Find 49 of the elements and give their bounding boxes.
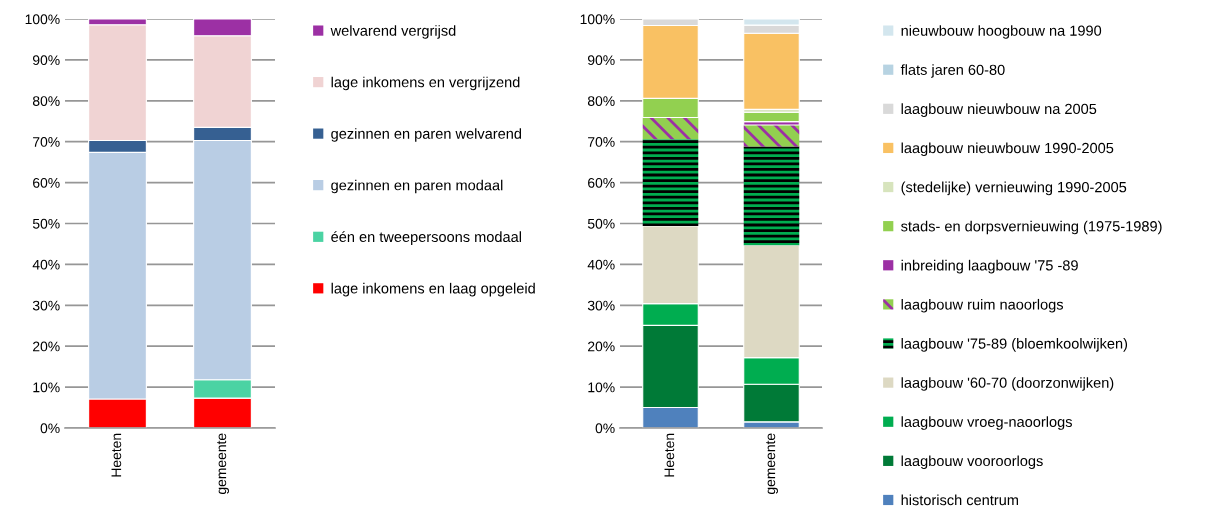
y-tick-label: 80% [32, 96, 60, 106]
y-tick-label: 70% [588, 137, 615, 147]
y-tick-label: 60% [588, 177, 615, 188]
y-tick-label: 50% [32, 218, 60, 229]
bar [743, 146, 800, 246]
y-tick-label: 40% [587, 259, 615, 270]
legend-label: stads- en dorpsvernieuwing (1975-1989) [901, 220, 1162, 235]
y-tick-label: 20% [33, 341, 60, 352]
y-tick-label: 60% [33, 177, 60, 188]
legend-label: historisch centrum [901, 494, 1018, 506]
legend-label: gezinnen en paren modaal [331, 179, 503, 194]
y-tick-label: 40% [32, 259, 60, 270]
y-tick-label: 90% [587, 55, 615, 66]
legend-label: laagbouw nieuwbouw 1990-2005 [901, 142, 1114, 157]
bar [743, 124, 800, 147]
legend-label: laagbouw '75-89 (bloemkoolwijken) [901, 338, 1128, 352]
y-tick-label: 30% [32, 300, 60, 311]
legend-label: laagbouw vooroorlogs [901, 455, 1043, 469]
x-tick-label: gemeente [217, 433, 229, 495]
x-tick-label: Heeten [664, 433, 675, 477]
legend-label: flats jaren 60-80 [900, 64, 1005, 78]
legend-label: welvarend vergrijsd [330, 25, 456, 39]
y-tick-label: 10% [588, 382, 615, 393]
legend-label: inbreiding laagbouw '75 -89 [901, 259, 1078, 274]
legend-label: één en tweepersoons modaal [331, 231, 521, 245]
legend-label: lage inkomens en laag opgeleid [331, 282, 535, 297]
legend-label: gezinnen en paren welvarend [331, 128, 522, 142]
y-tick-label: 0% [595, 423, 615, 434]
x-tick-label: Heeten [111, 433, 122, 477]
x-tick-label: gemeente [766, 433, 778, 495]
y-tick-label: 100% [580, 14, 615, 25]
y-tick-label: 70% [33, 137, 60, 147]
legend-label: lage inkomens en vergrijzend [331, 76, 520, 91]
y-tick-label: 0% [40, 423, 60, 434]
legend-label: laagbouw ruim naoorlogs [901, 298, 1064, 313]
legend-label: nieuwbouw hoogbouw na 1990 [901, 25, 1102, 39]
legend-label: (stedelijke) vernieuwing 1990-2005 [901, 181, 1127, 196]
legend-label: laagbouw vroeg-naoorlogs [901, 416, 1072, 430]
y-tick-label: 80% [587, 96, 615, 106]
y-tick-label: 90% [32, 55, 60, 66]
bar [642, 139, 699, 226]
legend-label: laagbouw nieuwbouw na 2005 [901, 103, 1097, 117]
legend-label: laagbouw '60-70 (doorzonwijken) [901, 377, 1114, 391]
y-tick-label: 20% [588, 341, 615, 352]
y-tick-label: 50% [587, 218, 615, 229]
bar [642, 117, 699, 140]
y-tick-label: 100% [25, 14, 60, 25]
y-tick-label: 10% [33, 382, 60, 393]
y-tick-label: 30% [587, 300, 615, 311]
